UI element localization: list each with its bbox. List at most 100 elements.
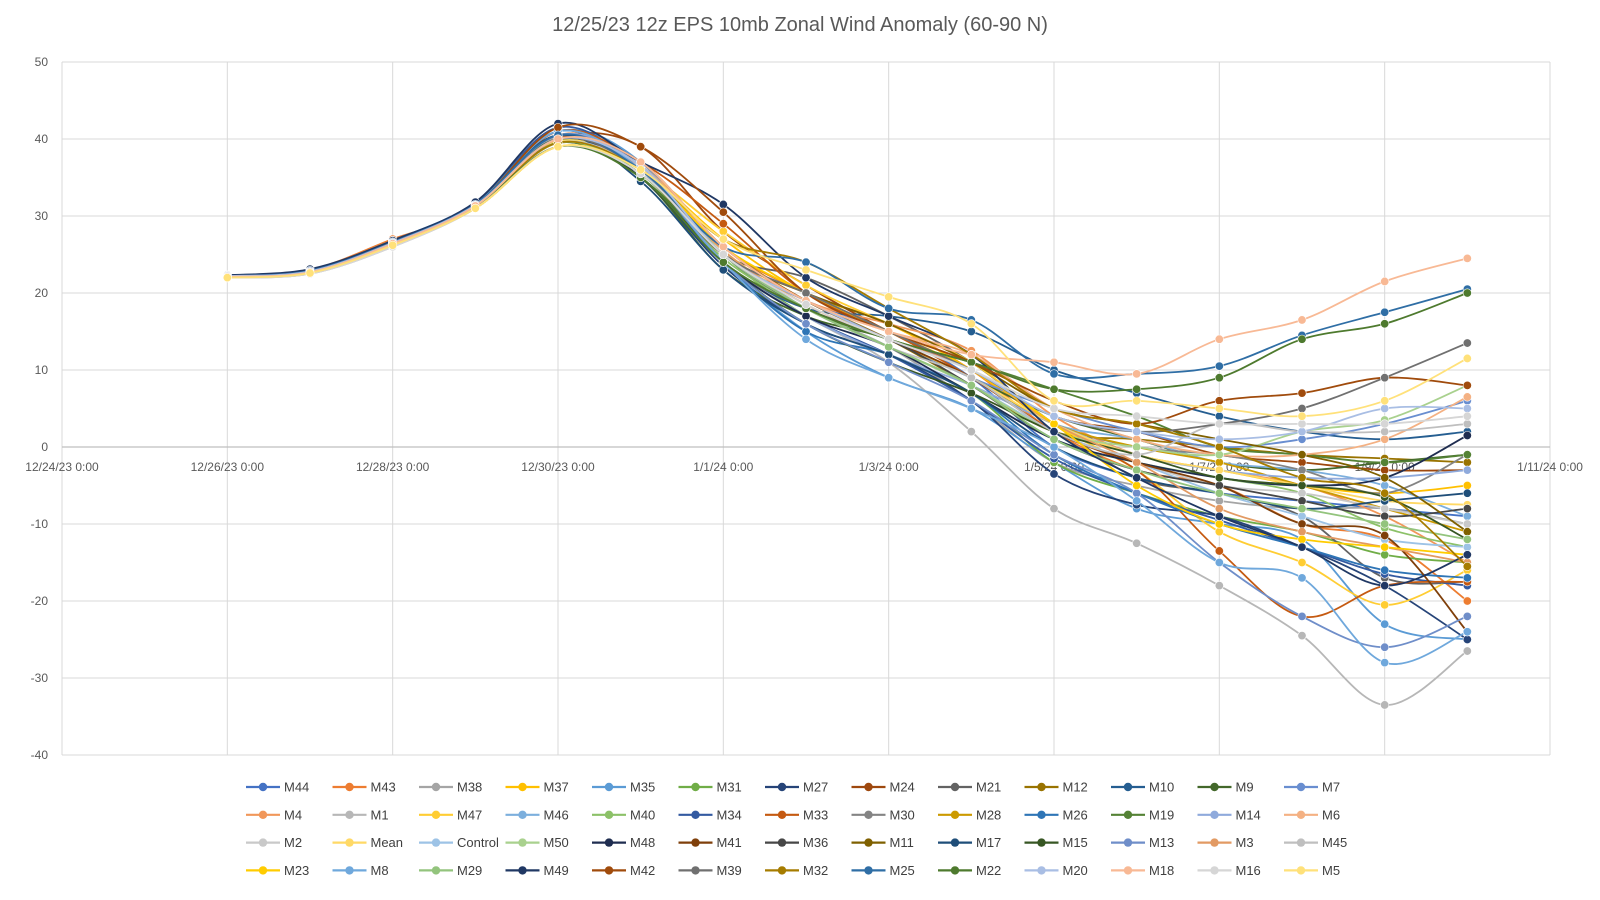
legend-item-m45[interactable]: M45 [1284, 835, 1347, 850]
legend-marker [1210, 866, 1219, 875]
data-point [222, 273, 232, 283]
legend-item-m8[interactable]: M8 [332, 863, 389, 878]
legend-item-m37[interactable]: M37 [505, 780, 569, 795]
legend-item-m39[interactable]: M39 [678, 863, 742, 878]
legend-item-m6[interactable]: M6 [1284, 807, 1340, 822]
legend-item-m49[interactable]: M49 [505, 863, 569, 878]
legend-item-m43[interactable]: M43 [332, 780, 396, 795]
legend-item-m35[interactable]: M35 [592, 780, 655, 795]
legend-item-m2[interactable]: M2 [246, 835, 302, 850]
x-tick-label: 12/30/23 0:00 [521, 460, 595, 474]
legend-marker [691, 866, 700, 875]
legend-marker [1296, 810, 1306, 819]
legend-item-m33[interactable]: M33 [765, 807, 828, 822]
legend-item-m5[interactable]: M5 [1284, 863, 1340, 878]
legend-marker [950, 838, 960, 847]
legend-item-m31[interactable]: M31 [678, 780, 742, 795]
data-point [966, 357, 976, 367]
legend-label: M15 [1063, 835, 1088, 850]
y-tick-label: -40 [31, 748, 49, 762]
legend-marker [518, 838, 527, 847]
data-point [1297, 480, 1307, 490]
legend-item-m48[interactable]: M48 [592, 835, 655, 850]
data-point [1462, 519, 1472, 529]
legend-marker [258, 838, 268, 847]
legend-item-m34[interactable]: M34 [678, 807, 742, 822]
data-point [1380, 488, 1390, 498]
legend-label: M4 [284, 807, 302, 822]
y-tick-label: 0 [41, 440, 48, 454]
legend-item-m14[interactable]: M14 [1197, 807, 1261, 822]
data-point [718, 207, 728, 217]
legend-item-m32[interactable]: M32 [765, 863, 828, 878]
data-point [1214, 465, 1224, 475]
data-point [1132, 538, 1142, 548]
data-point [1214, 511, 1224, 521]
legend-item-m1[interactable]: M1 [332, 807, 389, 822]
data-point [1214, 334, 1224, 344]
legend-item-m23[interactable]: M23 [246, 863, 309, 878]
legend-item-m22[interactable]: M22 [938, 863, 1001, 878]
series-line [227, 135, 1468, 633]
data-point [1297, 465, 1307, 475]
legend-item-m44[interactable]: M44 [246, 780, 309, 795]
legend-item-m4[interactable]: M4 [246, 807, 302, 822]
data-point [1214, 403, 1224, 413]
legend-item-m38[interactable]: M38 [419, 780, 482, 795]
legend-item-m13[interactable]: M13 [1111, 835, 1174, 850]
data-point [1132, 465, 1142, 475]
legend-item-m50[interactable]: M50 [505, 835, 569, 850]
data-point [1462, 457, 1472, 467]
legend-item-m41[interactable]: M41 [678, 835, 742, 850]
data-point [1214, 519, 1224, 529]
legend-item-m12[interactable]: M12 [1024, 780, 1088, 795]
legend-item-m3[interactable]: M3 [1197, 835, 1254, 850]
legend-label: M7 [1322, 780, 1340, 795]
data-point [1132, 384, 1142, 394]
legend-item-m47[interactable]: M47 [419, 807, 482, 822]
legend-item-m24[interactable]: M24 [851, 780, 915, 795]
legend: M44 M43 M38 M37 M35 M31 M27 M24 M21 M12 M10 M9 M7 M4 M… [246, 780, 1347, 878]
legend-item-m9[interactable]: M9 [1197, 780, 1254, 795]
data-point [553, 142, 563, 152]
legend-item-m27[interactable]: M27 [765, 780, 828, 795]
data-point [1380, 307, 1390, 317]
data-point [884, 357, 894, 367]
legend-item-m11[interactable]: M11 [851, 835, 914, 850]
legend-label: M3 [1236, 835, 1254, 850]
legend-item-m7[interactable]: M7 [1284, 780, 1340, 795]
legend-item-m18[interactable]: M18 [1111, 863, 1174, 878]
legend-item-m29[interactable]: M29 [419, 863, 482, 878]
legend-item-control[interactable]: Control [419, 835, 499, 850]
data-point [1297, 496, 1307, 506]
legend-item-m36[interactable]: M36 [765, 835, 828, 850]
series-line [227, 129, 1468, 665]
legend-item-m25[interactable]: M25 [851, 863, 915, 878]
legend-item-m20[interactable]: M20 [1024, 863, 1088, 878]
legend-item-m42[interactable]: M42 [592, 863, 655, 878]
legend-item-m17[interactable]: M17 [938, 835, 1001, 850]
legend-item-mean[interactable]: Mean [332, 835, 404, 850]
series-m26 [222, 126, 1472, 583]
data-point [1380, 700, 1390, 710]
legend-item-m10[interactable]: M10 [1111, 780, 1174, 795]
legend-marker [1296, 838, 1306, 847]
legend-item-m46[interactable]: M46 [505, 807, 569, 822]
legend-item-m26[interactable]: M26 [1024, 807, 1088, 822]
legend-item-m19[interactable]: M19 [1111, 807, 1174, 822]
data-point [1462, 561, 1472, 571]
legend-item-m16[interactable]: M16 [1197, 863, 1261, 878]
data-point [1049, 411, 1059, 421]
legend-item-m15[interactable]: M15 [1024, 835, 1088, 850]
data-point [1049, 403, 1059, 413]
data-point [884, 292, 894, 302]
y-tick-label: -20 [31, 594, 49, 608]
legend-item-m21[interactable]: M21 [938, 780, 1001, 795]
legend-item-m30[interactable]: M30 [851, 807, 915, 822]
legend-label: M20 [1063, 863, 1088, 878]
legend-item-m40[interactable]: M40 [592, 807, 655, 822]
series-m10 [222, 134, 1472, 444]
data-point [1462, 527, 1472, 537]
legend-label: M9 [1236, 780, 1254, 795]
legend-item-m28[interactable]: M28 [938, 807, 1001, 822]
